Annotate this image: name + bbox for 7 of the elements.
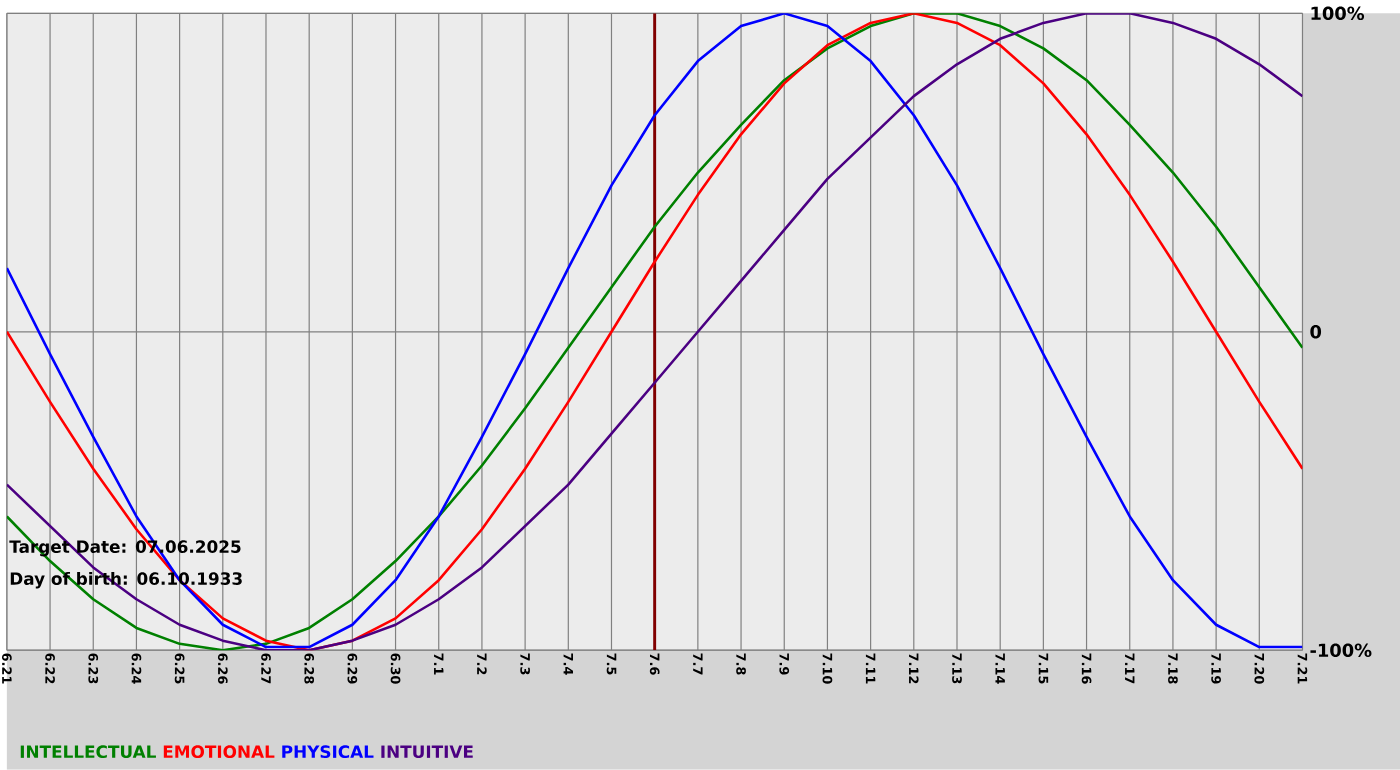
y-tick-label: 0: [1310, 325, 1322, 339]
text: INTELLECTUAL: [20, 745, 156, 759]
text: INTUITIVE: [381, 745, 473, 759]
text: EMOTIONAL: [163, 745, 275, 759]
y-tick-label: -100%: [1310, 643, 1372, 658]
y-tick-label: 100%: [1311, 6, 1365, 21]
text: PHYSICAL: [282, 745, 374, 759]
